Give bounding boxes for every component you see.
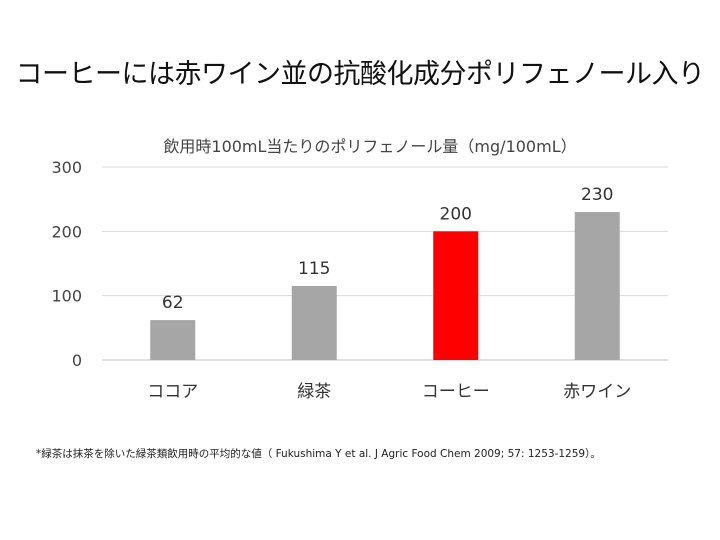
y-tick-label: 0 [72,351,82,370]
bar-1 [150,320,196,360]
y-axis-ticks: 0 100 200 300 [51,158,82,370]
y-tick-label: 100 [51,287,82,306]
bar-chart: 飲用時100mL当たりのポリフェノール量（mg/100mL） 0 100 200 30… [51,137,668,402]
data-label: 230 [581,185,613,205]
data-labels: 62 115 200 230 [162,185,614,313]
bar-4 [574,212,620,360]
category-label: コーヒー [422,382,490,402]
category-label: 緑茶 [297,382,331,402]
data-label: 62 [162,293,184,313]
data-label: 115 [298,259,330,279]
y-tick-label: 300 [51,158,82,177]
bar-2 [291,286,337,360]
data-label: 200 [440,204,472,224]
gridlines [102,166,668,361]
bar-3 [433,231,479,360]
x-axis-ticks: ココア 緑茶 コーヒー 赤ワイン [147,382,631,402]
footnote: *緑茶は抹茶を除いた緑茶類飲用時の平均的な値（ Fukushima Y et a… [36,448,601,460]
y-tick-label: 200 [51,222,82,241]
category-label: ココア [147,382,198,402]
chart-title: 飲用時100mL当たりのポリフェノール量（mg/100mL） [163,137,576,156]
slide-title: コーヒーには赤ワイン並の抗酸化成分ポリフェノール入り [15,59,706,90]
category-label: 赤ワイン [563,382,631,402]
bars [150,212,620,360]
